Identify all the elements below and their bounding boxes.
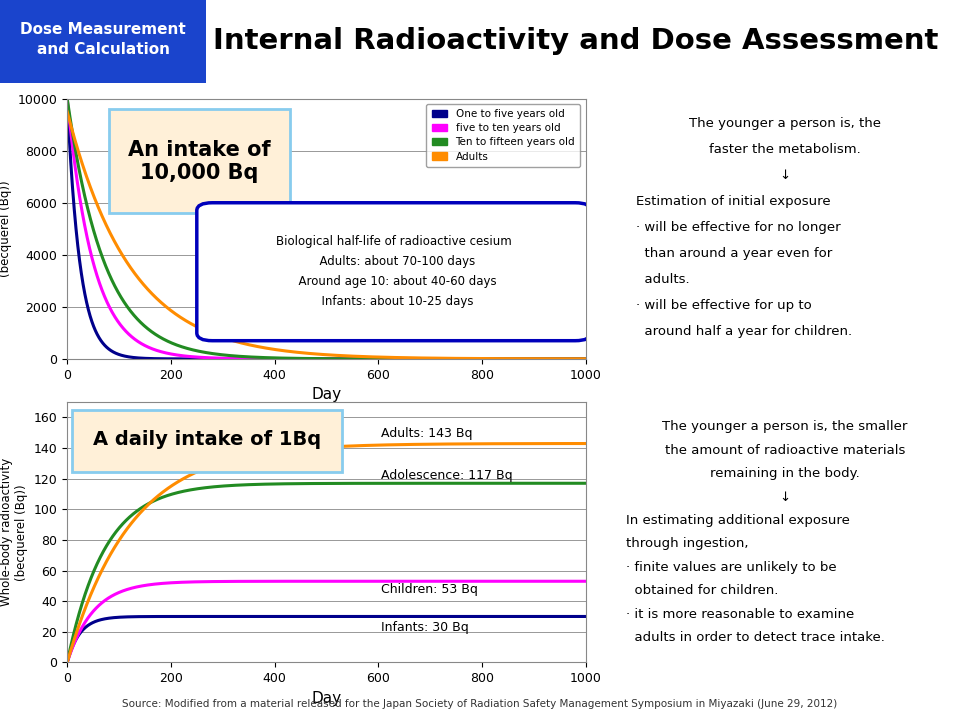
Y-axis label: Whole-body radioactivity
(becquerel (Bq)): Whole-body radioactivity (becquerel (Bq)… <box>0 458 28 606</box>
Text: · finite values are unlikely to be: · finite values are unlikely to be <box>626 561 836 574</box>
Text: around half a year for children.: around half a year for children. <box>636 325 852 338</box>
Text: Adults: 143 Bq: Adults: 143 Bq <box>381 428 472 441</box>
Legend: One to five years old, five to ten years old, Ten to fifteen years old, Adults: One to five years old, five to ten years… <box>426 104 581 167</box>
Text: Internal Radioactivity and Dose Assessment: Internal Radioactivity and Dose Assessme… <box>213 27 939 55</box>
Text: adults in order to detect trace intake.: adults in order to detect trace intake. <box>626 631 885 644</box>
FancyBboxPatch shape <box>72 410 342 472</box>
Text: Biological half-life of radioactive cesium
  Adults: about 70-100 days
  Around : Biological half-life of radioactive cesi… <box>276 235 512 308</box>
X-axis label: Day: Day <box>311 690 342 706</box>
Text: A daily intake of 1Bq: A daily intake of 1Bq <box>93 431 322 449</box>
Text: Children: 53 Bq: Children: 53 Bq <box>381 582 478 595</box>
Text: remaining in the body.: remaining in the body. <box>710 467 859 480</box>
Text: The younger a person is, the: The younger a person is, the <box>688 117 881 130</box>
Text: Infants: 30 Bq: Infants: 30 Bq <box>381 621 468 634</box>
Y-axis label: Whole-body radioactivity
(becquerel (Bq)): Whole-body radioactivity (becquerel (Bq)… <box>0 155 12 303</box>
Text: through ingestion,: through ingestion, <box>626 537 749 551</box>
Text: · will be effective for no longer: · will be effective for no longer <box>636 221 840 234</box>
Text: · it is more reasonable to examine: · it is more reasonable to examine <box>626 608 854 621</box>
Text: Source: Modified from a material released for the Japan Society of Radiation Saf: Source: Modified from a material release… <box>122 699 838 709</box>
Text: Adolescence: 117 Bq: Adolescence: 117 Bq <box>381 469 513 482</box>
Text: ↓: ↓ <box>780 490 790 503</box>
X-axis label: Day: Day <box>311 387 342 402</box>
Text: · will be effective for up to: · will be effective for up to <box>636 299 811 312</box>
Text: An intake of
10,000 Bq: An intake of 10,000 Bq <box>128 140 271 183</box>
Text: than around a year even for: than around a year even for <box>636 247 832 260</box>
Text: adults.: adults. <box>636 273 689 286</box>
Text: Dose Measurement
and Calculation: Dose Measurement and Calculation <box>20 22 186 57</box>
FancyBboxPatch shape <box>197 203 590 341</box>
Text: In estimating additional exposure: In estimating additional exposure <box>626 514 850 527</box>
Text: the amount of radioactive materials: the amount of radioactive materials <box>664 444 905 456</box>
Text: The younger a person is, the smaller: The younger a person is, the smaller <box>662 420 907 433</box>
Text: faster the metabolism.: faster the metabolism. <box>708 143 861 156</box>
Text: obtained for children.: obtained for children. <box>626 585 779 598</box>
Text: Estimation of initial exposure: Estimation of initial exposure <box>636 195 830 208</box>
FancyBboxPatch shape <box>0 0 206 83</box>
FancyBboxPatch shape <box>108 109 290 213</box>
Text: ↓: ↓ <box>780 169 790 182</box>
